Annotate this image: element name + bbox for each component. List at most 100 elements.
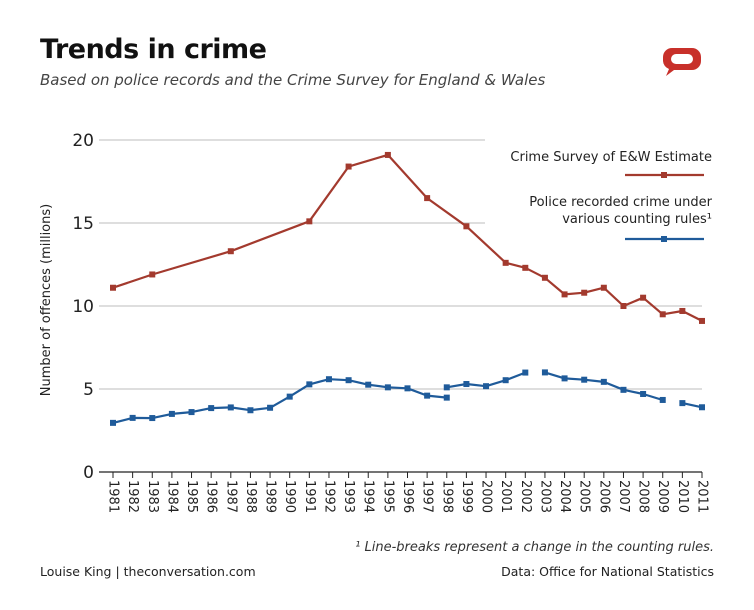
x-tick-label: 2008 xyxy=(636,480,651,513)
series-line-1 xyxy=(112,153,703,322)
x-tick-label: 2004 xyxy=(557,480,572,513)
data-point xyxy=(345,377,352,384)
x-tick-label: 1983 xyxy=(145,480,160,513)
data-point xyxy=(561,375,568,382)
y-tick-label: 10 xyxy=(72,297,94,317)
data-point xyxy=(620,303,627,309)
data-point xyxy=(384,384,391,391)
x-tick-label: 1991 xyxy=(302,480,317,513)
data-point xyxy=(384,151,391,158)
data-point xyxy=(463,381,470,388)
data-point xyxy=(620,386,627,393)
x-tick-label: 1985 xyxy=(184,480,199,513)
data-point xyxy=(227,248,234,255)
x-tick-label: 1984 xyxy=(164,480,179,513)
x-tick-label: 1993 xyxy=(341,480,356,513)
data-point xyxy=(129,414,136,421)
y-tick-label: 0 xyxy=(83,463,94,483)
data-source: Data: Office for National Statistics xyxy=(501,564,714,579)
y-tick-label: 20 xyxy=(72,131,94,151)
x-tick-label: 2000 xyxy=(479,480,494,513)
data-point xyxy=(325,376,332,383)
data-point xyxy=(247,407,254,414)
data-point xyxy=(365,381,372,388)
x-tick-label: 2011 xyxy=(695,480,710,513)
x-tick-label: 2001 xyxy=(498,480,513,513)
data-point xyxy=(659,396,666,403)
legend-marker-2 xyxy=(661,236,667,242)
legend-label-1: Crime Survey of E&W Estimate xyxy=(510,150,712,165)
x-tick-label: 2009 xyxy=(655,480,670,513)
x-tick-label: 2003 xyxy=(537,480,552,513)
x-tick-label: 2006 xyxy=(596,480,611,513)
data-point xyxy=(110,284,116,291)
data-point xyxy=(286,393,293,400)
page-title: Trends in crime xyxy=(40,34,267,65)
speech-bubble-icon xyxy=(663,48,701,76)
x-tick-label: 1986 xyxy=(204,480,219,513)
x-tick-label: 1981 xyxy=(106,480,121,513)
data-point xyxy=(306,218,313,225)
data-point xyxy=(424,392,431,399)
x-tick-label: 1989 xyxy=(263,480,278,513)
data-point xyxy=(699,404,705,411)
x-tick-label: 1995 xyxy=(380,480,395,513)
y-axis-label: Number of offences (millions) xyxy=(39,204,54,396)
data-point xyxy=(188,409,195,416)
data-point xyxy=(522,264,529,271)
data-point xyxy=(541,274,548,281)
data-point xyxy=(699,317,705,324)
data-point xyxy=(227,404,234,411)
x-tick-label: 2007 xyxy=(616,480,631,513)
data-point xyxy=(659,311,666,318)
page-subtitle: Based on police records and the Crime Su… xyxy=(40,71,546,89)
data-point xyxy=(424,195,431,202)
legend-label-2: Police recorded crime under various count… xyxy=(529,195,712,227)
x-tick-label: 1997 xyxy=(420,480,435,513)
data-point xyxy=(483,383,490,390)
x-tick-label: 1999 xyxy=(459,480,474,513)
data-point xyxy=(149,415,156,422)
footnote: ¹ Line-breaks represent a change in the … xyxy=(355,540,714,555)
data-point xyxy=(443,394,450,401)
legend-marker-1 xyxy=(661,172,667,178)
series-line-2 xyxy=(682,402,703,409)
y-tick-label: 5 xyxy=(83,380,94,400)
data-point xyxy=(561,291,568,298)
data-point xyxy=(502,377,509,384)
x-tick-label: 1994 xyxy=(361,480,376,513)
data-point xyxy=(600,284,607,291)
data-point xyxy=(541,369,548,376)
data-point xyxy=(208,405,215,412)
data-point xyxy=(640,390,647,397)
series-line-2 xyxy=(112,378,447,424)
data-point xyxy=(404,385,411,392)
data-point xyxy=(581,376,588,383)
data-point xyxy=(443,384,450,391)
data-point xyxy=(600,378,607,385)
x-tick-label: 2005 xyxy=(577,480,592,513)
x-tick-label: 1996 xyxy=(400,480,415,513)
x-tick-label: 1982 xyxy=(125,480,140,513)
data-point xyxy=(463,223,470,230)
data-point xyxy=(502,259,509,266)
x-tick-label: 2002 xyxy=(518,480,533,513)
data-point xyxy=(640,294,647,301)
x-tick-label: 1988 xyxy=(243,480,258,513)
y-tick-label: 15 xyxy=(72,214,94,234)
data-point xyxy=(149,271,156,278)
data-point xyxy=(679,400,686,407)
data-point xyxy=(679,307,686,314)
x-tick-label: 1990 xyxy=(282,480,297,513)
x-tick-label: 2010 xyxy=(675,480,690,513)
data-point xyxy=(345,163,352,170)
x-tick-label: 1992 xyxy=(321,480,336,513)
data-point xyxy=(110,419,116,426)
data-point xyxy=(522,369,529,376)
data-point xyxy=(168,410,175,417)
x-tick-label: 1998 xyxy=(439,480,454,513)
author-credit: Louise King | theconversation.com xyxy=(40,564,256,579)
data-point xyxy=(267,404,274,411)
x-tick-label: 1987 xyxy=(223,480,238,513)
